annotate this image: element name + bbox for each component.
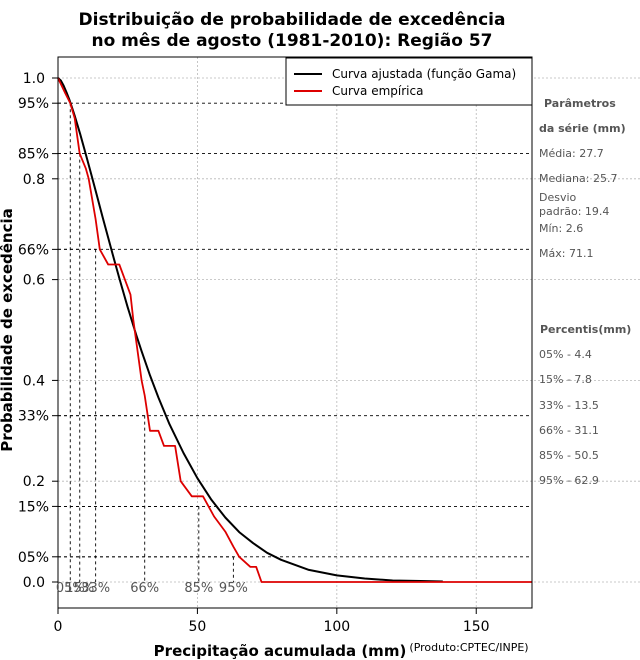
x-tick-label: 100 [323, 619, 350, 635]
param-min: Mín: 2.6 [539, 222, 583, 235]
bottom-percent-label: 95% [219, 581, 248, 596]
legend-label-gamma: Curva ajustada (função Gama) [332, 67, 516, 81]
param-media: Média: 27.7 [539, 147, 604, 160]
legend-label-empirica: Curva empírica [332, 84, 423, 98]
y-axis-label: Probabilidade de excedência [0, 208, 16, 452]
plot-frame [57, 56, 533, 609]
bottom-percent-label: 85% [184, 581, 213, 596]
side-panel: Parâmetros da série (mm) Média: 27.7 Med… [539, 97, 631, 487]
x-axis-label: Precipitação acumulada (mm) [154, 642, 407, 660]
series-group [57, 77, 532, 583]
chart-title-line1: Distribuição de probabilidade de excedên… [79, 10, 506, 30]
bottom-percent-label: 05% [56, 581, 85, 596]
y-percent-tick-label: 15% [18, 499, 49, 515]
x-axis: 0 50 100 150 [54, 608, 490, 635]
y-tick-label: 0.0 [23, 575, 45, 591]
x-tick-label: 150 [463, 619, 490, 635]
x-tick-label: 50 [188, 619, 206, 635]
y-percent-tick-label: 85% [18, 147, 49, 163]
y-tick-label: 0.8 [23, 172, 45, 188]
grid [57, 57, 640, 608]
y-percent-tick-label: 33% [18, 409, 49, 425]
y-tick-label: 0.6 [23, 273, 45, 289]
percentil-item: 05% - 4.4 [539, 348, 592, 361]
percentil-item: 85% - 50.5 [539, 449, 599, 462]
params-heading-1: Parâmetros [544, 97, 616, 110]
x-tick-label: 0 [54, 619, 63, 635]
credit-label: (Produto:CPTEC/INPE) [409, 641, 528, 654]
legend-box [285, 57, 533, 106]
bottom-percent-label: 66% [130, 581, 159, 596]
percentile-guides [58, 102, 532, 582]
params-heading-2: da série (mm) [539, 122, 626, 135]
param-desvio-2: padrão: 19.4 [539, 205, 609, 218]
bottom-percent-labels: 05%15%33% 66% 85% 95% [56, 581, 248, 596]
percentil-item: 66% - 31.1 [539, 424, 599, 437]
bottom-percent-label: 33% [81, 581, 110, 596]
param-max: Máx: 71.1 [539, 247, 593, 260]
percentil-item: 33% - 13.5 [539, 399, 599, 412]
bottom-percent-label: 15% [65, 581, 94, 596]
percentil-item: 15% - 7.8 [539, 373, 592, 386]
y-tick-label: 1.0 [23, 71, 45, 87]
series-line-empirica [57, 77, 532, 583]
y-axis: 0.0 0.2 0.4 0.6 0.8 1.0 05% 15% 33% 66% 85% 95% [18, 71, 58, 591]
y-tick-label: 0.4 [23, 373, 45, 389]
param-mediana: Mediana: 25.7 [539, 172, 617, 185]
y-percent-tick-label: 05% [18, 550, 49, 566]
y-tick-label: 0.2 [23, 474, 45, 490]
chart-title-line2: no mês de agosto (1981-2010): Região 57 [91, 31, 492, 51]
y-percent-tick-label: 66% [18, 242, 49, 258]
percentil-item: 95% - 62.9 [539, 474, 599, 487]
y-percent-tick-label: 95% [18, 96, 49, 112]
legend: Curva ajustada (função Gama) Curva empír… [285, 57, 533, 106]
param-desvio-1: Desvio [539, 191, 577, 204]
percentis-heading: Percentis(mm) [540, 323, 631, 336]
